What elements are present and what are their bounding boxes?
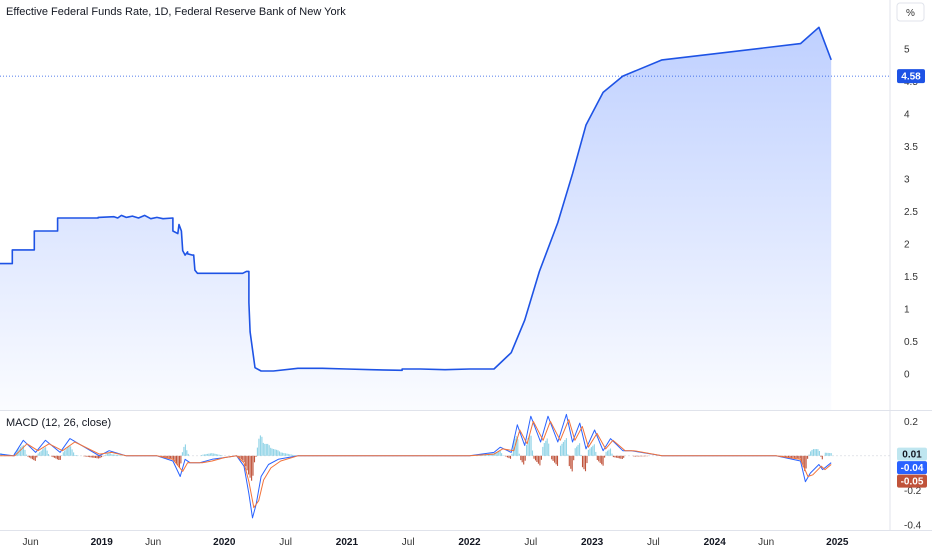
rate-area-fill bbox=[0, 27, 832, 411]
macd-y-tick-label: -0.2 bbox=[904, 486, 922, 497]
macd-value-badges: 0.01 -0.04 -0.05 bbox=[897, 447, 927, 488]
macd-title: MACD (12, 26, close) bbox=[6, 417, 111, 429]
line-path bbox=[0, 26, 832, 372]
x-tick-label: Jul bbox=[279, 537, 292, 548]
x-tick-label: 2022 bbox=[458, 537, 481, 548]
last-value-badge-bg bbox=[897, 69, 925, 84]
y-tick-label: 2 bbox=[904, 240, 910, 251]
x-tick-label: 2021 bbox=[336, 537, 359, 548]
x-tick-label: Jun bbox=[145, 537, 161, 548]
x-tick-label: 2023 bbox=[581, 537, 604, 548]
chart-title: Effective Federal Funds Rate, 1D, Federa… bbox=[6, 6, 346, 18]
y-tick-label: 5 bbox=[904, 44, 910, 55]
macd-badge-label: -0.05 bbox=[901, 477, 924, 488]
y-tick-label: 0 bbox=[904, 370, 910, 381]
y-tick-label: 3 bbox=[904, 175, 910, 186]
macd-badge-bg bbox=[897, 461, 927, 475]
macd-macd-line bbox=[0, 413, 832, 519]
macd-badge-bg bbox=[897, 447, 927, 461]
y-tick-label: 2.5 bbox=[904, 207, 918, 218]
macd-badge-label: 0.01 bbox=[902, 450, 922, 461]
y-tick-label: 4 bbox=[904, 109, 910, 120]
x-tick-label: Jun bbox=[23, 537, 39, 548]
x-tick-label: 2024 bbox=[704, 537, 727, 548]
y-tick-label: 1.5 bbox=[904, 272, 918, 283]
unit-button-label: % bbox=[906, 8, 915, 19]
macd-histogram bbox=[0, 435, 832, 481]
macd-y-tick-label: 0.2 bbox=[904, 417, 918, 428]
x-tick-label: Jun bbox=[758, 537, 774, 548]
last-value-badge-label: 4.58 bbox=[901, 72, 921, 83]
y-tick-label: 1 bbox=[904, 305, 910, 316]
macd-y-tick-label: -0.4 bbox=[904, 520, 922, 531]
y-tick-label: 3.5 bbox=[904, 142, 918, 153]
last-value-badge: 4.58 bbox=[897, 69, 925, 84]
rate-series-line bbox=[0, 26, 832, 372]
unit-button[interactable]: % bbox=[896, 2, 925, 22]
y-tick-label: 0.5 bbox=[904, 337, 918, 348]
macd-badge-label: -0.04 bbox=[901, 463, 924, 474]
macd-signal-line bbox=[0, 419, 832, 509]
x-tick-label: 2019 bbox=[91, 537, 114, 548]
x-tick-label: Jul bbox=[524, 537, 537, 548]
price-axis: 5.554.543.532.521.510.50 bbox=[904, 12, 918, 381]
x-tick-label: 2025 bbox=[826, 537, 849, 548]
x-tick-label: 2020 bbox=[213, 537, 236, 548]
time-axis: Jun 2019 Jun 2020 Jul 2021 Jul 2022 Jul 2023 Jul 20… bbox=[23, 537, 849, 548]
macd-badge-bg bbox=[897, 474, 927, 488]
x-tick-label: Jul bbox=[647, 537, 660, 548]
macd-series bbox=[0, 413, 890, 519]
area-path bbox=[0, 27, 832, 411]
x-tick-label: Jul bbox=[402, 537, 415, 548]
